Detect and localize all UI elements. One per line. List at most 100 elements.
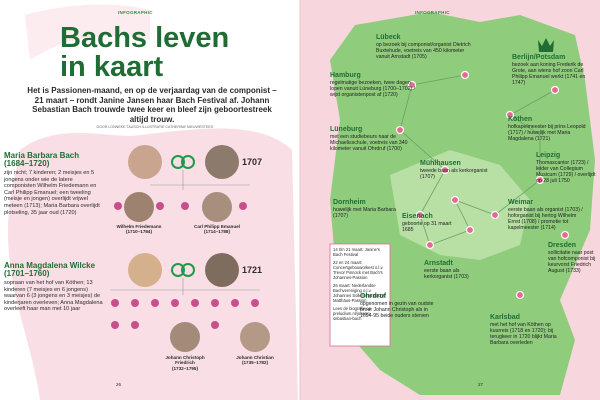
dot — [425, 240, 435, 250]
child — [131, 299, 139, 307]
child-name: Johann Christian — [236, 355, 274, 360]
crown-icon — [538, 38, 554, 52]
place-name: Eisenach — [402, 213, 433, 220]
child-dates: (1735–1782) — [241, 360, 269, 366]
child-name: Johann Christoph Friedrich — [165, 355, 205, 366]
ring — [181, 263, 195, 277]
child — [251, 299, 259, 307]
portrait — [170, 322, 200, 352]
tree-lines — [150, 170, 250, 190]
map-thuringia — [390, 150, 530, 260]
place: Hamburg regelmatige bezoeken, twee dagen … — [330, 72, 418, 98]
portrait — [128, 145, 162, 179]
child-dates: (1732–1795) — [171, 365, 199, 371]
portrait — [205, 145, 239, 179]
place-name: Lübeck — [376, 34, 401, 41]
place: Leipzig Thomascantor (1723) / leider van … — [536, 152, 598, 184]
place: Lübeck op bezoek bij componist/organist D… — [376, 34, 471, 60]
place-name: Dornheim — [333, 199, 366, 206]
place: Dornheim huwelijk met Maria Barbara (1707… — [333, 199, 403, 219]
info-item: Lees de biografie op preludium.nl/johann… — [333, 306, 371, 321]
child-name: Johann Christoph Friedrich (1732–1795) — [160, 355, 210, 371]
marriage-year: 1721 — [242, 265, 263, 275]
ring — [171, 155, 185, 169]
dot — [450, 195, 460, 205]
place: Berlijn/Potsdam bezoek aan koning Frederi… — [512, 54, 590, 86]
marriage-year: 1707 — [242, 157, 263, 167]
place-text: op bezoek bij componist/organist Dietric… — [376, 41, 471, 60]
portrait — [202, 192, 232, 222]
place-name: Ohrdruf — [360, 293, 387, 300]
child — [111, 321, 119, 329]
child — [131, 321, 139, 329]
rings — [171, 155, 195, 277]
dot — [550, 85, 560, 95]
pink-blob-top — [25, 4, 150, 61]
portrait — [205, 253, 239, 287]
place-text: huwelijk met Maria Barbara (1707) — [333, 206, 396, 219]
place-name: Berlijn/Potsdam — [512, 54, 566, 61]
dot — [465, 225, 475, 235]
dot — [515, 290, 525, 300]
tree-lines — [110, 278, 260, 295]
place-text: geboorte op 31 maart 1685 — [402, 220, 452, 233]
info-box-text: 14 t/m 21 maart: Janine's Bach Festival 2… — [333, 247, 388, 324]
portrait — [240, 322, 270, 352]
dot — [395, 125, 405, 135]
place-text: met een studiebeurs naar de Michaelissch… — [330, 133, 408, 152]
child-name: Johann Christian (1735–1782) — [230, 355, 280, 366]
place: Köthen hofkapelmeester bij prins Leopold … — [508, 116, 586, 142]
person-dates: (1684–1720) — [4, 159, 50, 168]
child — [231, 299, 239, 307]
place: Mühlhausen tweede baan als kerkorganist (… — [420, 160, 492, 180]
child-dates: (1714–1788) — [203, 229, 231, 235]
child — [211, 321, 219, 329]
dot — [505, 110, 515, 120]
place-name: Hamburg — [330, 72, 361, 79]
dot — [460, 70, 470, 80]
child — [171, 299, 179, 307]
child — [114, 202, 122, 210]
ring — [171, 263, 185, 277]
place-text: opgenomen in gezin van oudste broer Joha… — [360, 300, 434, 319]
person-name: Maria Barbara Bach — [4, 151, 80, 160]
person-dates: (1701–1760) — [4, 269, 50, 278]
place-name: Lüneburg — [330, 126, 363, 133]
portrait — [128, 253, 162, 287]
place-dots — [395, 70, 570, 300]
child — [181, 202, 189, 210]
child-dates: (1710–1784) — [125, 229, 153, 235]
child — [111, 299, 119, 307]
title: Bachs leven in kaart — [60, 22, 230, 83]
place-name: Karlsbad — [490, 314, 520, 321]
child-name: Carl Philipp Emanuel (1714–1788) — [192, 224, 242, 235]
place-text: bezoek aan koning Frederik de Grote, aan… — [512, 61, 586, 86]
child-name: Wilhelm Friedemann — [116, 224, 162, 229]
info-item: 14 t/m 21 maart: Janine's Bach Festival — [333, 247, 380, 257]
child — [191, 299, 199, 307]
page-number: 27 — [478, 382, 484, 387]
dot — [560, 230, 570, 240]
page-number: 26 — [116, 382, 122, 387]
place: Karlsbad met het hof van Köthen op kuurre… — [490, 314, 560, 346]
place-text: eerste baan als organist (1703) / hoforg… — [508, 206, 583, 231]
person-name: Anna Magdalena Wilcke — [4, 261, 96, 270]
dot — [535, 175, 545, 185]
place-text: met het hof van Köthen op kuurreis (1718… — [490, 321, 557, 346]
place-text: tweede baan als kerkorganist (1707) — [420, 167, 488, 180]
dot — [407, 80, 417, 90]
place: Ohrdruf opgenomen in gezin van oudste bro… — [360, 293, 440, 319]
child — [211, 299, 219, 307]
person-text: zijn nicht; 7 kinderen; 2 meisjes en 5 j… — [4, 170, 100, 216]
place-name: Leipzig — [536, 152, 561, 159]
info-box — [329, 243, 391, 347]
intro: Het is Passionen-maand, en op de verjaar… — [27, 86, 277, 124]
place-name: Arnstadt — [424, 260, 453, 267]
person-text: sopraan van het hof van Köthen; 13 kinde… — [4, 280, 103, 313]
dot — [440, 165, 450, 175]
portrait — [124, 192, 154, 222]
section-label: INFOGRAPHIC — [415, 10, 450, 15]
silhouettes — [111, 202, 259, 329]
